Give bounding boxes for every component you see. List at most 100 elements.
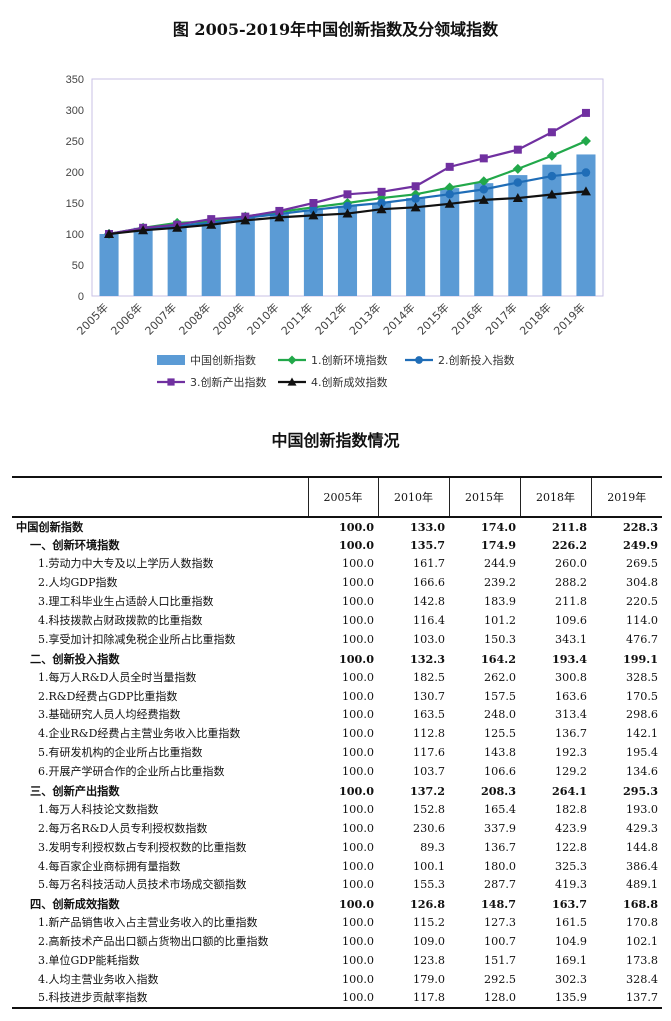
header-cell-year: 2005年 bbox=[307, 476, 378, 518]
data-point bbox=[445, 162, 454, 171]
value-cell: 100.0 bbox=[341, 765, 374, 779]
value-cell: 170.8 bbox=[625, 916, 658, 930]
table-row: 1.劳动力中大专及以上学历人数指数 100.0 161.7 244.9 260.0 269… bbox=[12, 555, 662, 574]
value-cell: 208.3 bbox=[480, 784, 516, 799]
data-point bbox=[479, 154, 488, 163]
value-cell: 100.0 bbox=[338, 538, 374, 553]
row-label: 2.每万名R&D人员专利授权数指数 bbox=[38, 821, 208, 835]
y-tick-label: 200 bbox=[66, 167, 84, 179]
value-cell: 122.8 bbox=[554, 840, 587, 854]
x-tick-label: 2012年 bbox=[312, 300, 349, 337]
value-cell: 179.0 bbox=[412, 972, 445, 986]
value-cell: 100.0 bbox=[341, 557, 374, 571]
value-cell: 132.3 bbox=[409, 651, 445, 666]
value-cell: 117.8 bbox=[378, 989, 449, 1010]
value-cell: 100.0 bbox=[341, 821, 374, 835]
data-point bbox=[410, 202, 421, 212]
legend-marker bbox=[415, 356, 423, 364]
value-cell: 126.8 bbox=[409, 897, 445, 912]
value-cell: 142.8 bbox=[412, 595, 445, 609]
index-table: 2005年 2010年 2015年 2018年 2019年 中国创新指数 100.… bbox=[12, 476, 662, 1010]
value-cell: 100.0 bbox=[341, 878, 374, 892]
data-point bbox=[512, 163, 523, 174]
value-cell: 295.3 bbox=[622, 784, 658, 799]
bar-mark bbox=[337, 206, 358, 296]
value-cell: 100.0 bbox=[341, 727, 374, 741]
value-cell: 136.7 bbox=[483, 840, 516, 854]
value-cell: 328.5 bbox=[625, 670, 658, 684]
table-row: 5.每万名科技活动人员技术市场成交额指数 100.0 155.3 287.7 419.3… bbox=[12, 876, 662, 895]
value-cell: 337.9 bbox=[483, 821, 516, 835]
value-cell: 125.5 bbox=[483, 727, 516, 741]
data-point bbox=[274, 212, 285, 222]
value-cell: 100.0 bbox=[341, 576, 374, 590]
data-point bbox=[275, 206, 284, 215]
data-point bbox=[308, 210, 319, 220]
value-cell: 211.8 bbox=[554, 595, 587, 609]
table-row: 2.人均GDP指数 100.0 166.6 239.2 288.2 304.8 bbox=[12, 574, 662, 593]
value-cell: 100.7 bbox=[483, 935, 516, 949]
legend-marker bbox=[287, 377, 297, 386]
value-cell: 325.3 bbox=[554, 859, 587, 873]
legend-label: 3.创新产出指数 bbox=[190, 375, 267, 389]
value-cell: 170.5 bbox=[625, 689, 658, 703]
row-label: 四、创新成效指数 bbox=[30, 897, 120, 912]
value-cell: 143.8 bbox=[483, 746, 516, 760]
value-cell: 100.0 bbox=[341, 746, 374, 760]
value-cell: 101.2 bbox=[483, 614, 516, 627]
value-cell: 239.2 bbox=[483, 576, 516, 590]
value-cell: 193.4 bbox=[551, 651, 587, 666]
value-cell: 264.1 bbox=[551, 784, 587, 799]
row-label: 4.人均主营业务收入指数 bbox=[38, 972, 159, 986]
row-label: 1.劳动力中大专及以上学历人数指数 bbox=[38, 557, 214, 571]
value-cell: 100.0 bbox=[341, 954, 374, 968]
value-cell: 133.0 bbox=[409, 520, 445, 534]
value-cell: 166.6 bbox=[412, 576, 445, 590]
value-cell: 429.3 bbox=[625, 821, 658, 835]
value-cell: 161.7 bbox=[412, 557, 445, 571]
data-point bbox=[478, 194, 489, 204]
value-cell: 137.2 bbox=[409, 784, 445, 799]
table-row: 1.每万人科技论文数指数 100.0 152.8 165.4 182.8 193.0 bbox=[12, 800, 662, 819]
value-cell: 195.4 bbox=[625, 746, 658, 760]
legend-item: 3.创新产出指数 bbox=[157, 375, 267, 389]
data-point bbox=[172, 222, 183, 232]
data-point bbox=[444, 182, 455, 193]
header-cell-year: 2018年 bbox=[519, 476, 591, 518]
row-label: 1.每万人科技论文数指数 bbox=[38, 802, 159, 816]
bar-mark bbox=[508, 175, 528, 296]
bar-mark bbox=[406, 198, 426, 296]
table-row: 四、创新成效指数 100.0 126.8 148.7 163.7 168.8 bbox=[12, 895, 662, 914]
value-cell: 100.0 bbox=[341, 595, 374, 609]
row-label: 4.企业R&D经费占主营业务收入比重指数 bbox=[38, 727, 241, 741]
value-cell: 102.1 bbox=[625, 935, 658, 949]
row-label: 5.享受加计扣除减免税企业所占比重指数 bbox=[38, 632, 236, 646]
table-title: 中国创新指数情况 bbox=[271, 431, 400, 450]
table-row: 3.基础研究人员人均经费指数 100.0 163.5 248.0 313.4 298.6 bbox=[12, 706, 662, 725]
table-row: 6.开展产学研合作的企业所占比重指数 100.0 103.7 106.6 129.2 13… bbox=[12, 763, 662, 782]
data-point bbox=[377, 187, 386, 196]
data-point bbox=[444, 198, 455, 208]
data-point bbox=[581, 168, 591, 177]
value-cell: 292.5 bbox=[483, 972, 516, 986]
data-point bbox=[207, 215, 216, 224]
row-label: 3.理工科毕业生占适龄人口比重指数 bbox=[38, 595, 214, 609]
value-cell: 180.0 bbox=[483, 859, 516, 873]
table-row: 4.人均主营业务收入指数 100.0 179.0 292.5 302.3 328.4 bbox=[12, 970, 662, 989]
row-label: 三、创新产出指数 bbox=[30, 784, 120, 799]
data-point bbox=[581, 108, 590, 117]
x-tick-label: 2011年 bbox=[278, 300, 315, 337]
data-point bbox=[547, 128, 556, 137]
table-row: 5.科技进步贡献率指数 100.0 117.8 128.0 135.9 137.7 bbox=[12, 989, 662, 1010]
data-point bbox=[377, 198, 386, 208]
data-point bbox=[411, 194, 420, 203]
y-tick-label: 100 bbox=[66, 229, 84, 241]
value-cell: 193.0 bbox=[625, 802, 658, 816]
bar-mark bbox=[576, 154, 596, 296]
value-cell: 128.0 bbox=[449, 989, 520, 1010]
value-cell: 313.4 bbox=[554, 708, 587, 722]
x-tick-label: 2013年 bbox=[346, 300, 383, 337]
value-cell: 174.0 bbox=[480, 520, 516, 534]
value-cell: 173.8 bbox=[625, 954, 658, 968]
